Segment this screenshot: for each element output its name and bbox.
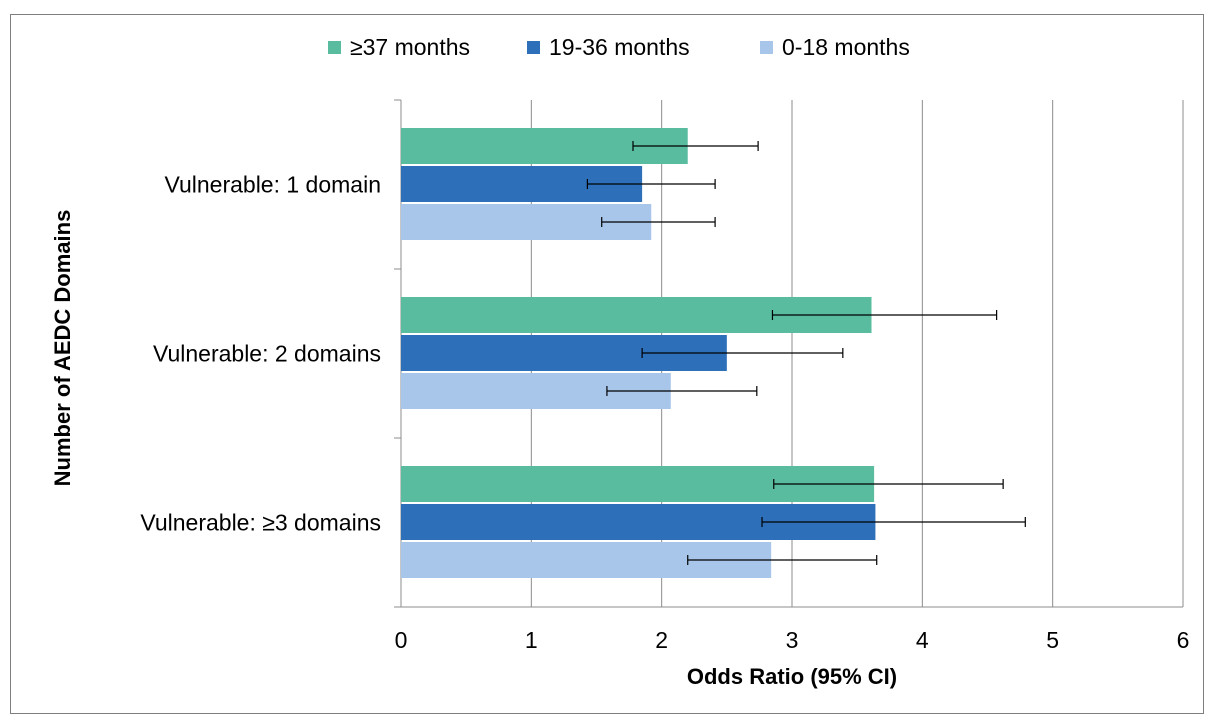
category-label-1: Vulnerable: 2 domains: [153, 341, 381, 367]
category-label-2: Vulnerable: ≥3 domains: [140, 510, 381, 536]
x-tick-label-0: 0: [395, 627, 408, 653]
x-tick-label-2: 2: [655, 627, 668, 653]
x-tick-label-5: 5: [1046, 627, 1059, 653]
category-label-0: Vulnerable: 1 domain: [164, 172, 381, 198]
y-axis-title: Number of AEDC Domains: [50, 210, 75, 487]
x-tick-label-6: 6: [1177, 627, 1190, 653]
legend-label-2: 0-18 months: [782, 34, 910, 60]
x-axis-title: Odds Ratio (95% CI): [687, 664, 897, 689]
x-tick-label-4: 4: [916, 627, 929, 653]
legend-label-1: 19-36 months: [549, 34, 690, 60]
legend-swatch-0: [328, 41, 341, 54]
legend-label-0: ≥37 months: [350, 34, 470, 60]
legend-swatch-1: [527, 41, 540, 54]
legend-swatch-2: [760, 41, 773, 54]
x-tick-label-3: 3: [786, 627, 799, 653]
x-tick-label-1: 1: [525, 627, 538, 653]
